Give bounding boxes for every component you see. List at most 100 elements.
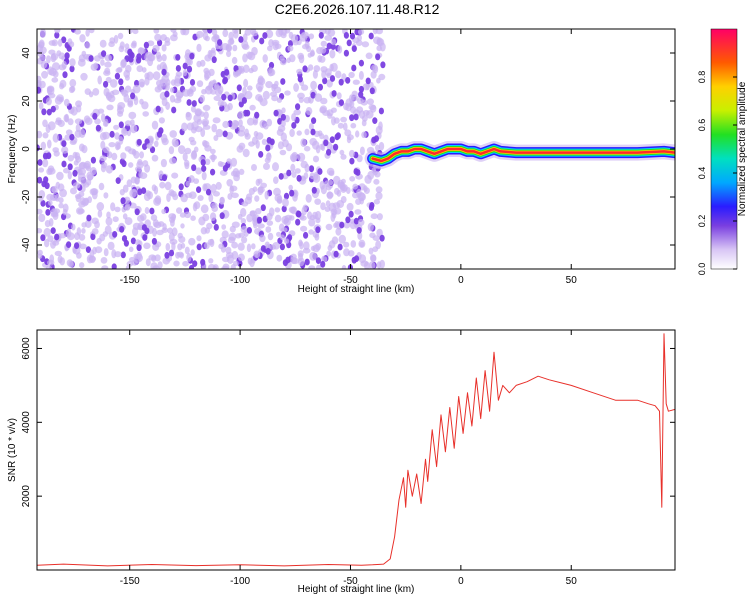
noise-speckle	[257, 186, 264, 196]
noise-speckle	[77, 208, 85, 214]
noise-speckle	[352, 79, 360, 85]
noise-speckle	[207, 263, 216, 269]
noise-speckle	[184, 246, 190, 255]
noise-speckle	[151, 120, 159, 130]
noise-speckle	[320, 202, 326, 211]
noise-speckle	[129, 189, 137, 198]
noise-speckle	[274, 214, 282, 223]
noise-speckle	[237, 110, 245, 119]
noise-speckle	[37, 176, 43, 184]
noise-speckle	[165, 101, 171, 110]
noise-speckle	[59, 79, 67, 88]
noise-speckle	[201, 165, 207, 173]
noise-speckle	[84, 41, 91, 49]
noise-speckle	[69, 133, 75, 141]
noise-speckle	[241, 236, 248, 244]
noise-speckle	[202, 104, 211, 111]
noise-speckle	[255, 208, 262, 215]
noise-speckle	[329, 136, 335, 144]
noise-speckle	[231, 119, 239, 129]
noise-speckle	[375, 191, 383, 200]
noise-speckle	[324, 35, 333, 41]
noise-speckle	[118, 136, 124, 145]
noise-speckle	[205, 188, 212, 196]
colorbar-label: Normalized spectral amplitude	[737, 81, 748, 216]
snr-xlabel: Height of straight line (km)	[298, 584, 415, 595]
noise-speckle	[161, 54, 167, 62]
noise-speckle	[283, 192, 290, 200]
noise-speckle	[144, 53, 149, 62]
noise-speckle	[127, 48, 133, 56]
noise-speckle	[182, 62, 188, 70]
noise-speckle	[170, 190, 177, 198]
snr-x-tick-label: -50	[343, 576, 358, 587]
noise-speckle	[286, 57, 291, 64]
noise-speckle	[308, 64, 314, 71]
noise-speckle	[291, 257, 300, 265]
noise-speckle	[89, 255, 96, 264]
noise-speckle	[293, 83, 299, 92]
noise-speckle	[244, 128, 250, 138]
noise-speckle	[304, 258, 310, 266]
noise-speckle	[227, 38, 235, 45]
noise-speckle	[178, 183, 184, 191]
noise-speckle	[184, 147, 192, 155]
noise-speckle	[340, 178, 346, 184]
noise-speckle	[244, 90, 253, 100]
noise-speckle	[67, 154, 75, 162]
noise-speckle	[180, 29, 186, 36]
noise-speckle	[143, 41, 149, 49]
noise-speckle	[303, 172, 309, 180]
noise-speckle	[378, 73, 386, 81]
noise-speckle	[156, 64, 162, 71]
noise-speckle	[49, 67, 57, 77]
colorbar-gradient	[710, 28, 738, 270]
noise-speckle	[134, 79, 140, 87]
noise-speckle	[262, 90, 270, 100]
noise-speckle	[373, 135, 379, 143]
noise-speckle	[300, 138, 307, 148]
noise-speckle	[369, 87, 375, 95]
noise-speckle	[289, 189, 295, 197]
noise-speckle	[299, 241, 304, 250]
noise-speckle	[353, 217, 359, 225]
noise-speckle	[376, 77, 381, 84]
noise-speckle	[338, 78, 344, 86]
noise-speckle	[350, 122, 357, 129]
noise-speckle	[227, 94, 233, 102]
noise-speckle	[178, 145, 186, 155]
noise-speckle	[210, 89, 217, 95]
colorbar-ticks: 0.0 0.2 0.4 0.6 0.8	[697, 71, 737, 275]
noise-speckle	[150, 214, 158, 221]
noise-speckle	[295, 210, 301, 218]
noise-speckle	[333, 175, 341, 185]
noise-speckle	[144, 207, 150, 214]
noise-speckle	[136, 65, 144, 73]
noise-speckle	[203, 67, 210, 74]
noise-speckle	[378, 141, 385, 151]
noise-speckle	[220, 246, 226, 253]
noise-speckle	[240, 218, 247, 225]
noise-speckle	[153, 29, 160, 34]
noise-speckle	[176, 207, 183, 214]
noise-speckle	[159, 78, 167, 87]
noise-speckle	[147, 57, 154, 67]
noise-speckle	[266, 212, 273, 221]
noise-speckle	[361, 41, 370, 48]
noise-speckle	[208, 81, 214, 91]
noise-speckle	[46, 55, 51, 64]
noise-speckle	[309, 50, 315, 57]
noise-speckle	[253, 250, 261, 258]
noise-speckle	[66, 241, 72, 249]
noise-speckle	[349, 157, 355, 165]
spectrogram-x-tick-label: -150	[120, 275, 140, 286]
noise-speckle	[320, 260, 326, 268]
noise-speckle	[273, 187, 281, 196]
noise-speckle	[141, 224, 147, 231]
colorbar-tick-label: 0.4	[697, 167, 707, 180]
noise-speckle	[40, 141, 46, 151]
noise-speckle	[367, 222, 374, 232]
noise-speckle	[105, 76, 112, 84]
noise-speckle	[207, 239, 214, 245]
noise-speckle	[91, 228, 99, 235]
